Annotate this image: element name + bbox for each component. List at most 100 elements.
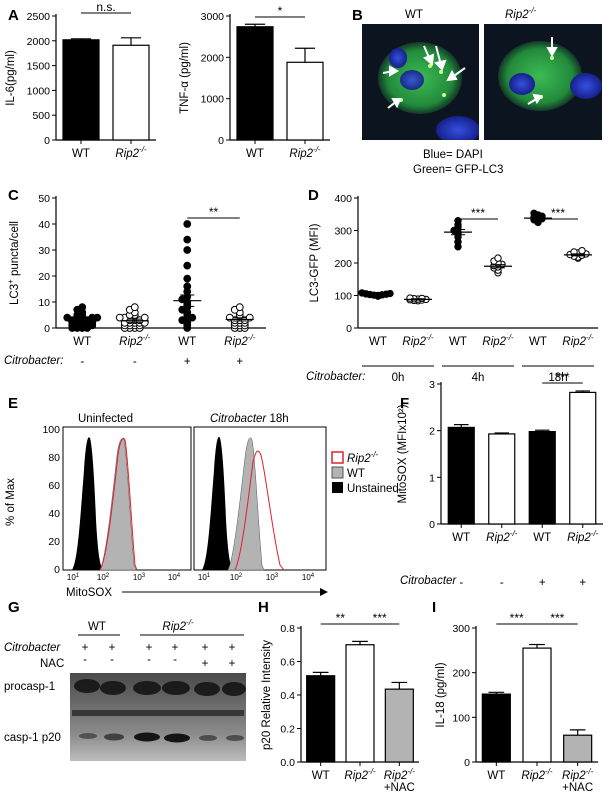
y-tick-label: 0.8: [280, 623, 295, 635]
svg-text:+: +: [146, 642, 153, 654]
histogram-y-tick: 100: [42, 424, 60, 436]
panel-label-f: F: [400, 395, 409, 412]
panel-label-g: G: [8, 599, 20, 616]
significance-label: *: [278, 4, 283, 18]
x-tick-label: WT: [246, 148, 264, 160]
y-tick-label: 30: [38, 245, 50, 257]
legend-label-wt: WT: [347, 468, 365, 480]
x-tick-label: Rip2-/-: [521, 767, 553, 782]
y-tick-label: 20: [38, 271, 50, 283]
row-label-citrobacter: Citrobacter:: [306, 371, 365, 383]
y-tick-label: 200: [334, 258, 352, 270]
svg-text:+: +: [172, 642, 179, 654]
x-tick-label: WT: [533, 532, 551, 544]
bar: [447, 426, 475, 525]
histogram-uninfected: [62, 426, 192, 571]
significance-label: ***: [551, 206, 565, 220]
bar: [112, 44, 150, 141]
row-mark: +: [184, 356, 191, 368]
y-tick-label: 0: [464, 757, 470, 769]
bar: [384, 688, 414, 763]
significance-label: n.s.: [96, 0, 115, 14]
data-point: [183, 246, 192, 254]
data-point: [530, 209, 538, 217]
row-mark: +: [539, 577, 546, 589]
blot-band-procasp: procasp-1: [4, 681, 55, 693]
significance-label: **: [336, 611, 346, 625]
arrow-right-icon: [320, 588, 328, 596]
blot-nac-marks: - - - - + +: [83, 654, 236, 670]
data-point: [78, 303, 87, 312]
y-tick-label: 1000: [201, 94, 225, 106]
y-tick-label: 3000: [201, 11, 225, 23]
time-label: 0h: [392, 372, 405, 384]
svg-text:-: -: [147, 654, 151, 666]
y-tick-label: 10: [38, 297, 50, 309]
x-tick-label: WT: [72, 148, 90, 160]
y-axis-label: LC3+ puncta/cell: [6, 221, 21, 305]
y-tick-label: 2500: [27, 11, 51, 23]
histogram-y-tick: 0: [54, 564, 60, 576]
bar: [563, 734, 593, 763]
y-tick-label: 0.2: [280, 724, 295, 736]
chart-h: 0.0 0.2 0.4 0.6 0.8 WT Rip2-/- Rip2-/-+NAC p20 R…: [261, 611, 419, 794]
svg-text:101: 101: [198, 573, 211, 582]
arrow-icon: [532, 93, 543, 105]
significance-label: **: [209, 205, 219, 219]
y-tick-label: 1000: [27, 85, 51, 97]
y-tick-label: 40: [38, 219, 50, 231]
y-axis-label: TNF-α (pg/ml): [179, 42, 191, 114]
significance-label: ***: [373, 611, 387, 625]
micrograph-label-wt: WT: [405, 9, 423, 21]
svg-text:+: +: [109, 642, 116, 654]
micrograph-legend-gfp: Green= GFP-LC3: [413, 164, 503, 176]
data-point: [63, 313, 72, 322]
svg-text:+: +: [202, 642, 209, 654]
y-tick-label: 0: [44, 135, 50, 147]
blot-row-citrobacter: Citrobacter: [4, 642, 61, 654]
legend-swatch-unstained: [332, 482, 343, 493]
y-tick-label: 1500: [27, 61, 51, 73]
histogram-y-ticks: 0 20 40 60 80 100: [42, 424, 60, 576]
x-tick-label: Rip2-/-: [344, 767, 376, 782]
bar: [522, 647, 552, 763]
x-tick-label: Rip2-/-+NAC: [562, 767, 594, 794]
y-axis-label: p20 Relative Intensity: [261, 640, 273, 750]
arrow-icon: [423, 53, 435, 66]
y-tick-label: 500: [32, 110, 50, 122]
blot-group-wt: WT: [88, 621, 106, 633]
x-tick-label: Rip2-/-+NAC: [384, 767, 416, 794]
y-tick-label: 0.0: [280, 757, 295, 769]
blot-bands-p20: [79, 732, 244, 743]
histogram-title-uninfected: Uninfected: [78, 413, 133, 425]
legend-label-rip2: Rip2-/-: [347, 450, 379, 465]
panel-label-d: D: [308, 187, 319, 204]
blot-group-rip2: Rip2-/-: [162, 618, 194, 633]
legend-swatch-wt: [331, 466, 344, 479]
x-tick-label: WT: [369, 336, 387, 348]
panel-label-h: H: [258, 599, 269, 616]
x-tick-label: Rip2-/-: [119, 333, 151, 348]
bar: [306, 675, 336, 763]
x-tick-label: WT: [529, 336, 547, 348]
row-mark: +: [579, 577, 586, 589]
svg-text:101: 101: [67, 573, 80, 582]
row-mark: -: [500, 577, 504, 589]
time-label: 18h: [548, 372, 567, 384]
bar: [488, 433, 516, 525]
y-tick-label: 100: [334, 291, 352, 303]
y-tick-label: 3: [429, 379, 435, 391]
bar: [345, 644, 375, 763]
x-tick-label: Rip2-/-: [482, 333, 514, 348]
blot-row-nac: NAC: [40, 658, 64, 670]
svg-text:104: 104: [302, 573, 315, 582]
y-axis-label: LC3-GFP (MFI): [309, 223, 321, 302]
blot-bands-procasp: [74, 679, 246, 696]
histogram-citrobacter: [193, 426, 327, 571]
svg-text:104: 104: [168, 573, 181, 582]
data-point: [578, 246, 586, 255]
data-point: [178, 316, 187, 325]
svg-text:-: -: [110, 654, 114, 666]
svg-text:-: -: [173, 654, 177, 666]
data-point: [183, 261, 192, 270]
